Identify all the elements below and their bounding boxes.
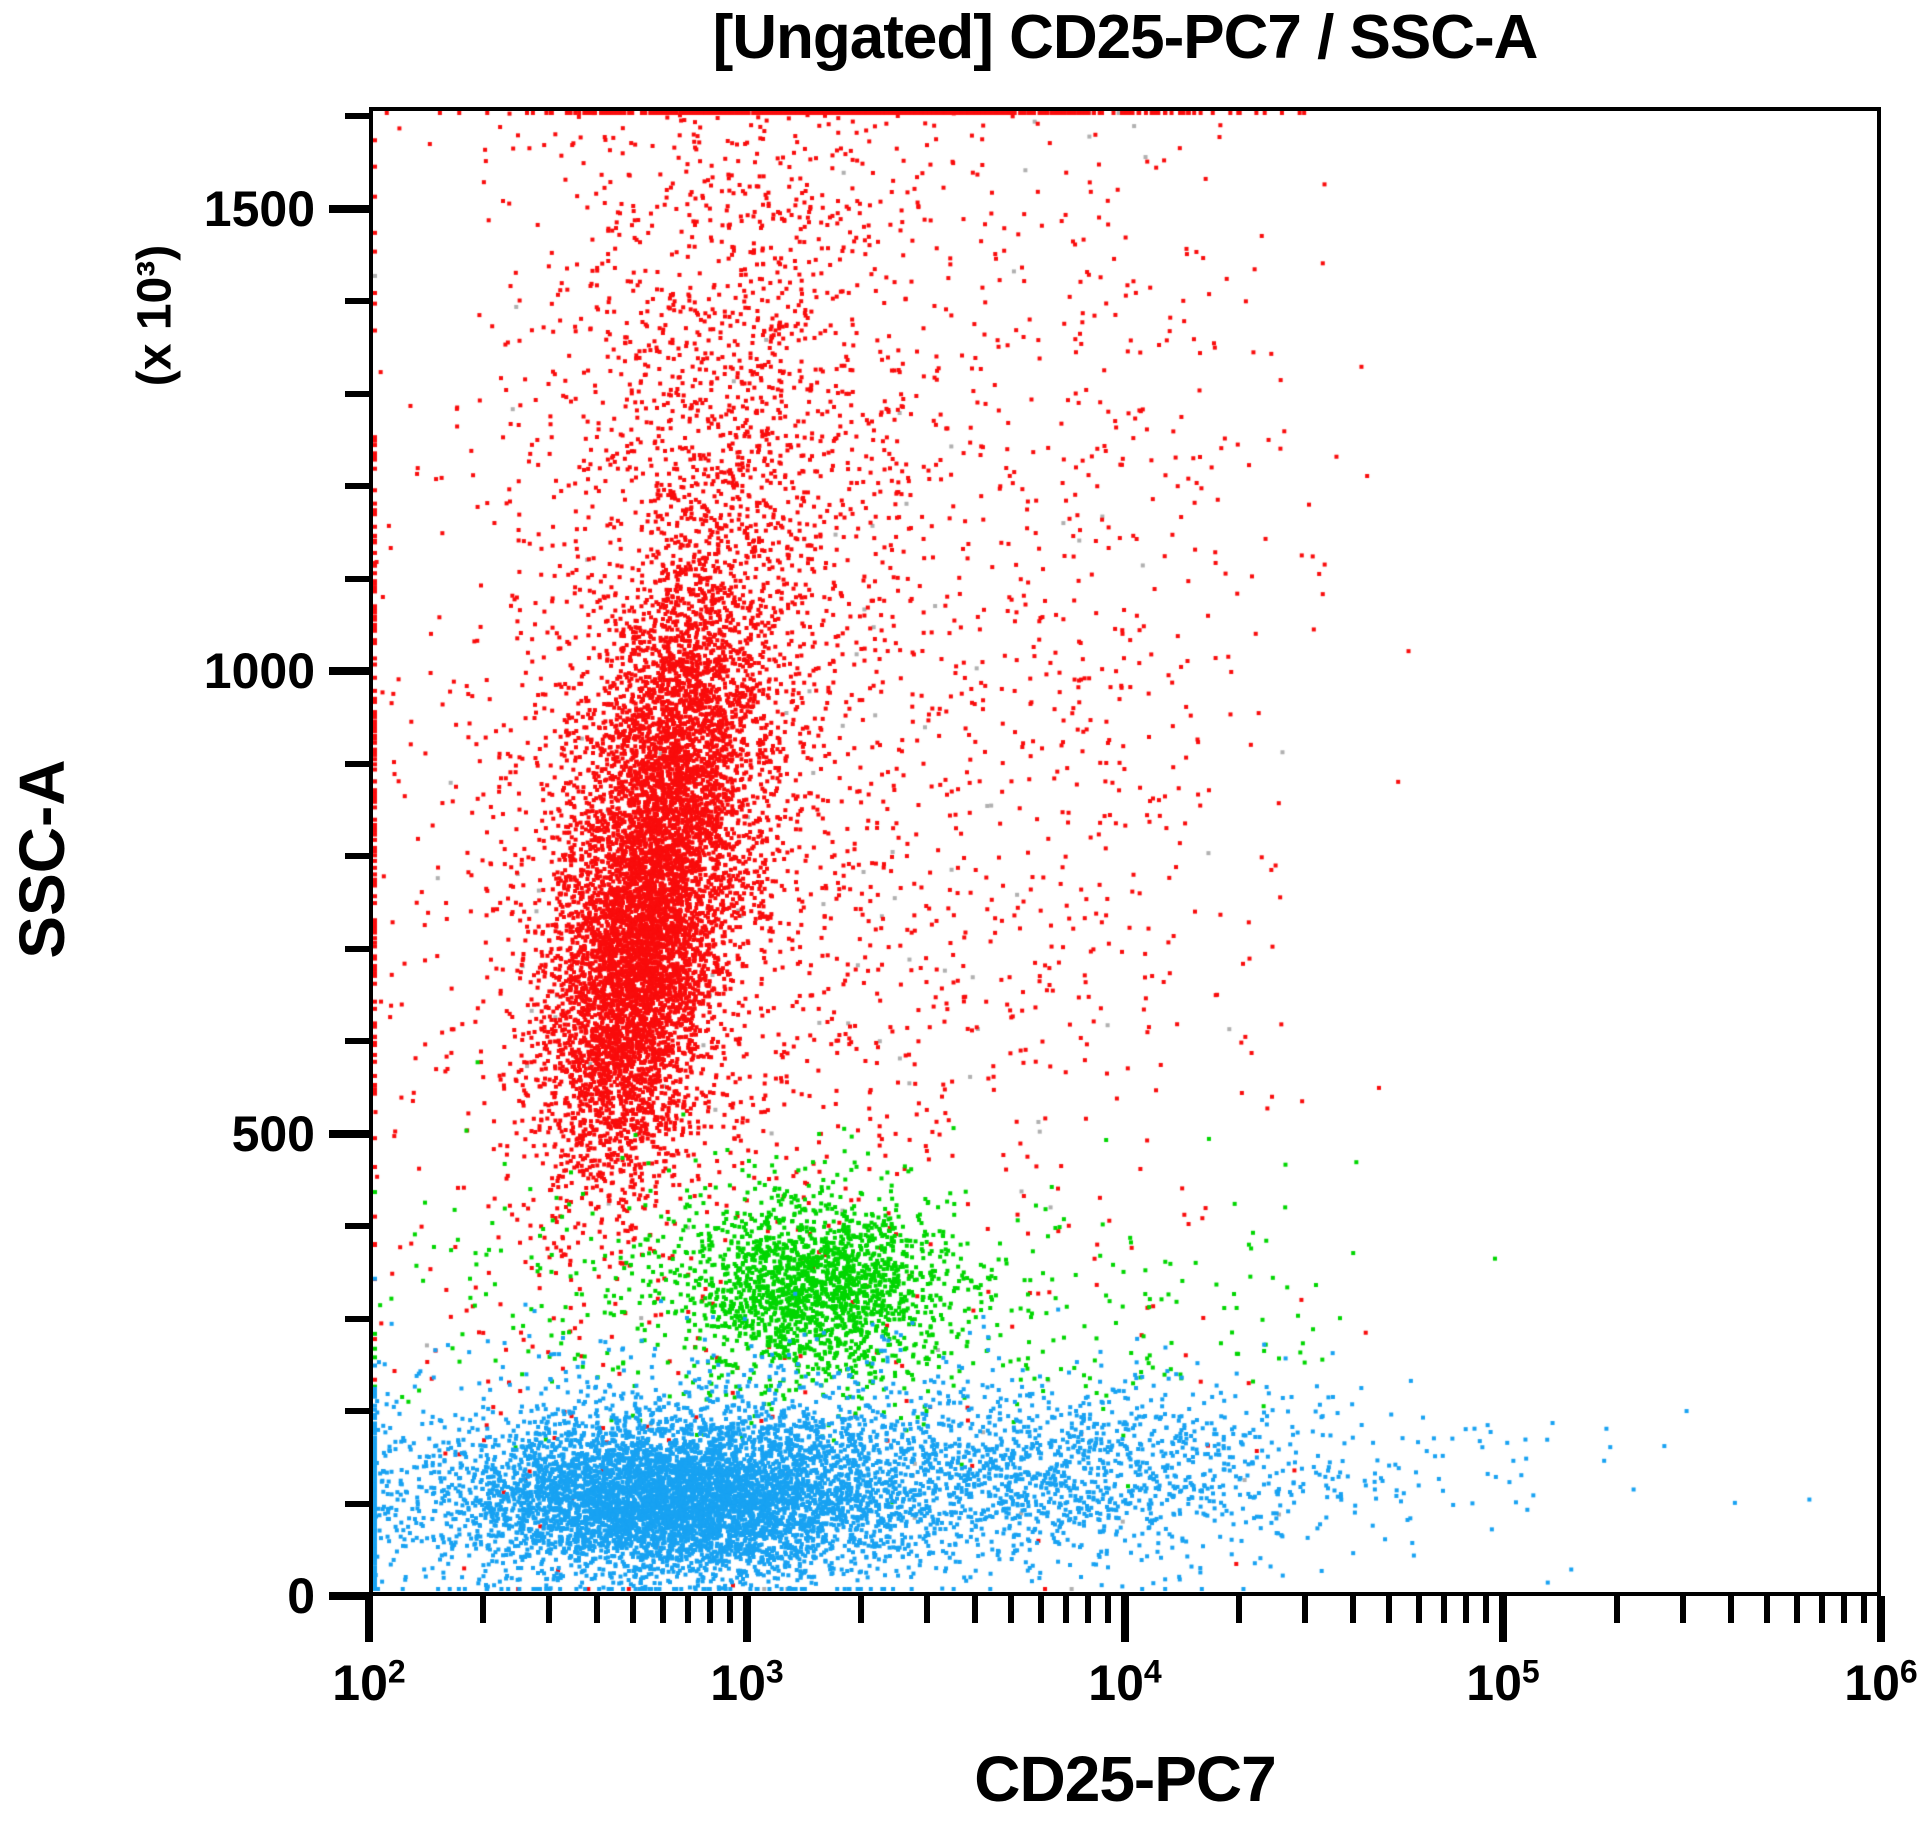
y-axis-unit-label: (x 10³) bbox=[128, 244, 182, 387]
y-minor-tick bbox=[345, 853, 369, 860]
y-tick-label: 500 bbox=[231, 1105, 315, 1162]
y-minor-tick bbox=[345, 945, 369, 952]
x-minor-tick bbox=[685, 1596, 692, 1623]
x-major-tick bbox=[365, 1596, 373, 1642]
x-minor-tick bbox=[1038, 1596, 1045, 1623]
plot-frame bbox=[369, 107, 1881, 1596]
x-minor-tick bbox=[1819, 1596, 1826, 1623]
x-minor-tick bbox=[1104, 1596, 1111, 1623]
y-major-tick bbox=[329, 667, 369, 676]
y-tick-label: 1000 bbox=[203, 643, 315, 700]
x-major-tick bbox=[1121, 1596, 1129, 1642]
chart-title: [Ungated] CD25-PC7 / SSC-A bbox=[712, 3, 1539, 72]
y-minor-tick bbox=[345, 1315, 369, 1322]
x-minor-tick bbox=[1085, 1596, 1092, 1623]
y-major-tick bbox=[329, 204, 369, 213]
x-minor-tick bbox=[1302, 1596, 1309, 1623]
x-minor-tick bbox=[924, 1596, 931, 1623]
y-minor-tick bbox=[345, 483, 369, 490]
x-tick-label: 105 bbox=[1466, 1653, 1540, 1711]
y-tick-label: 1500 bbox=[203, 180, 315, 237]
y-minor-tick bbox=[345, 760, 369, 767]
x-minor-tick bbox=[1613, 1596, 1620, 1623]
x-minor-tick bbox=[1794, 1596, 1801, 1623]
y-major-tick bbox=[329, 1129, 369, 1138]
y-minor-tick bbox=[345, 390, 369, 397]
x-minor-tick bbox=[857, 1596, 864, 1623]
y-minor-tick bbox=[345, 1408, 369, 1415]
x-minor-tick bbox=[1349, 1596, 1356, 1623]
x-minor-tick bbox=[707, 1596, 714, 1623]
x-minor-tick bbox=[1841, 1596, 1848, 1623]
scatter-canvas bbox=[373, 111, 1877, 1592]
x-axis-label: CD25-PC7 bbox=[974, 1743, 1276, 1815]
x-minor-tick bbox=[630, 1596, 637, 1623]
x-minor-tick bbox=[1063, 1596, 1070, 1623]
x-minor-tick bbox=[1860, 1596, 1867, 1623]
y-tick-label: 0 bbox=[287, 1568, 315, 1624]
x-tick-label: 106 bbox=[1844, 1653, 1918, 1711]
x-minor-tick bbox=[546, 1596, 553, 1623]
y-major-tick bbox=[329, 1592, 369, 1600]
x-minor-tick bbox=[1680, 1596, 1687, 1623]
x-tick-label: 102 bbox=[332, 1653, 406, 1711]
x-major-tick bbox=[743, 1596, 751, 1642]
x-minor-tick bbox=[479, 1596, 486, 1623]
x-tick-label: 103 bbox=[710, 1653, 784, 1711]
x-minor-tick bbox=[660, 1596, 667, 1623]
y-minor-tick bbox=[345, 113, 369, 120]
x-major-tick bbox=[1499, 1596, 1507, 1642]
x-tick-label: 104 bbox=[1088, 1653, 1162, 1711]
y-axis-label: SSC-A bbox=[6, 759, 78, 959]
y-minor-tick bbox=[345, 298, 369, 305]
x-minor-tick bbox=[1008, 1596, 1015, 1623]
x-minor-tick bbox=[726, 1596, 733, 1623]
x-minor-tick bbox=[1416, 1596, 1423, 1623]
y-minor-tick bbox=[345, 1500, 369, 1507]
x-minor-tick bbox=[1386, 1596, 1393, 1623]
x-minor-tick bbox=[593, 1596, 600, 1623]
y-minor-tick bbox=[345, 1223, 369, 1230]
x-major-tick bbox=[1877, 1596, 1885, 1642]
x-minor-tick bbox=[971, 1596, 978, 1623]
y-minor-tick bbox=[345, 575, 369, 582]
x-minor-tick bbox=[1441, 1596, 1448, 1623]
x-minor-tick bbox=[1235, 1596, 1242, 1623]
x-minor-tick bbox=[1463, 1596, 1470, 1623]
x-minor-tick bbox=[1764, 1596, 1771, 1623]
x-minor-tick bbox=[1727, 1596, 1734, 1623]
x-minor-tick bbox=[1482, 1596, 1489, 1623]
y-minor-tick bbox=[345, 1038, 369, 1045]
